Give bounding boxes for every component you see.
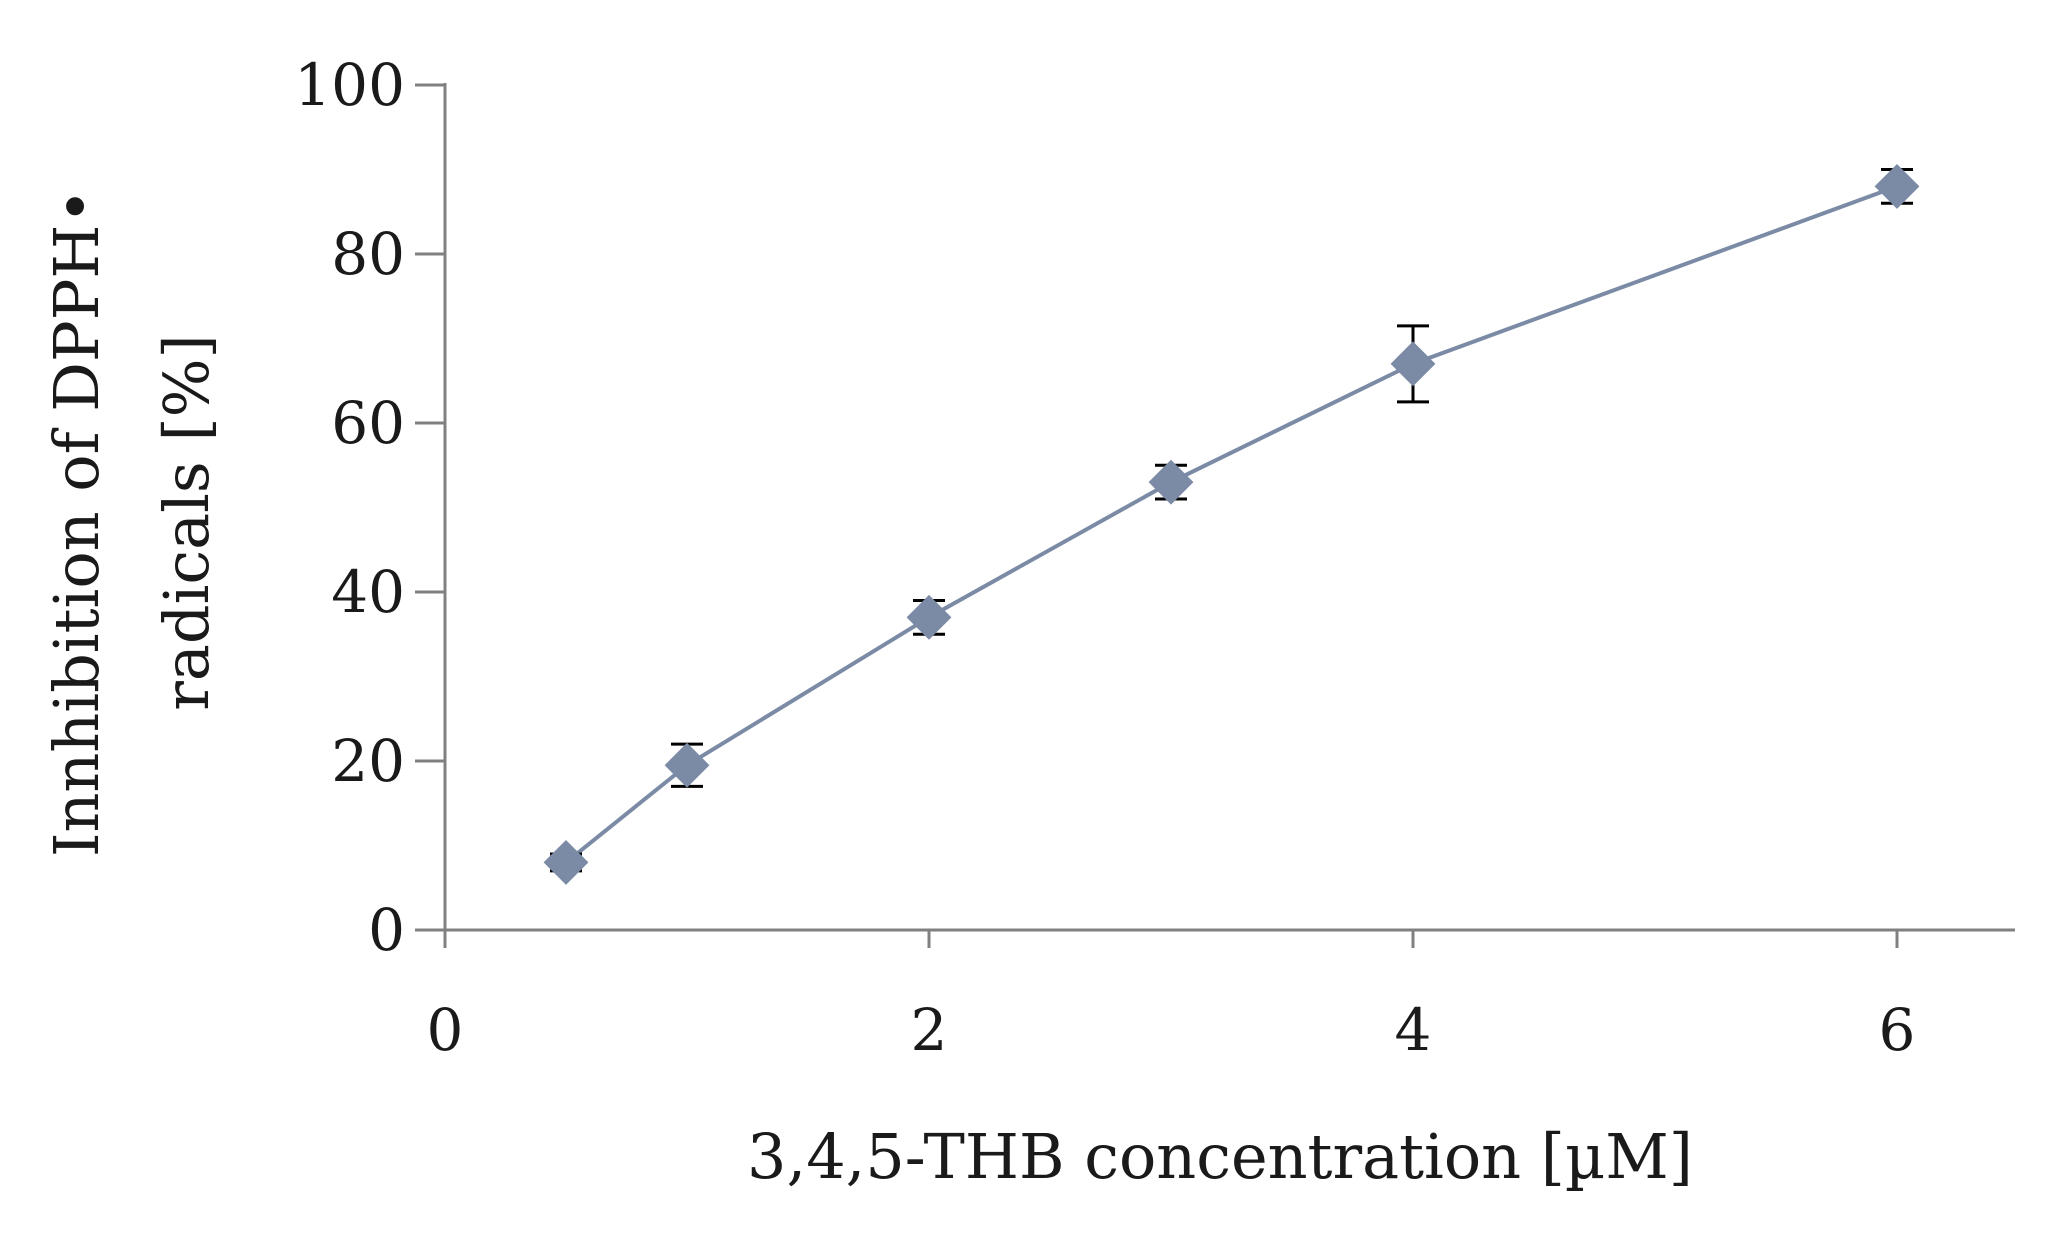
series-line xyxy=(564,184,1898,864)
x-tick-label: 2 xyxy=(911,996,948,1064)
y-axis-title-line-1: Innhibition of DPPH• xyxy=(40,188,113,857)
axes xyxy=(443,83,2015,932)
y-tick-label: 40 xyxy=(331,558,405,626)
data-point-marker xyxy=(1148,459,1194,505)
data-point-marker xyxy=(1874,163,1920,209)
data-point-marker xyxy=(1390,341,1436,387)
data-point-marker xyxy=(906,594,952,640)
y-axis-ticks: 0 20 40 60 80 100 xyxy=(294,51,445,964)
y-tick-label: 80 xyxy=(331,220,405,288)
y-tick-label: 100 xyxy=(294,51,405,119)
data-point-marker xyxy=(543,839,589,885)
series-layer xyxy=(543,163,1920,885)
x-axis-ticks: 0 2 4 6 xyxy=(427,930,1916,1064)
x-axis-title: 3,4,5-THB concentration [µM] xyxy=(747,1120,1693,1193)
x-tick-label: 4 xyxy=(1395,996,1432,1064)
x-tick-label: 0 xyxy=(427,996,464,1064)
y-tick-label: 20 xyxy=(331,727,405,795)
data-point-marker xyxy=(664,742,710,788)
y-axis-title-line-2: radicals [%] xyxy=(150,334,223,710)
y-tick-label: 60 xyxy=(331,389,405,457)
x-tick-label: 6 xyxy=(1879,996,1916,1064)
y-tick-label: 0 xyxy=(368,896,405,964)
